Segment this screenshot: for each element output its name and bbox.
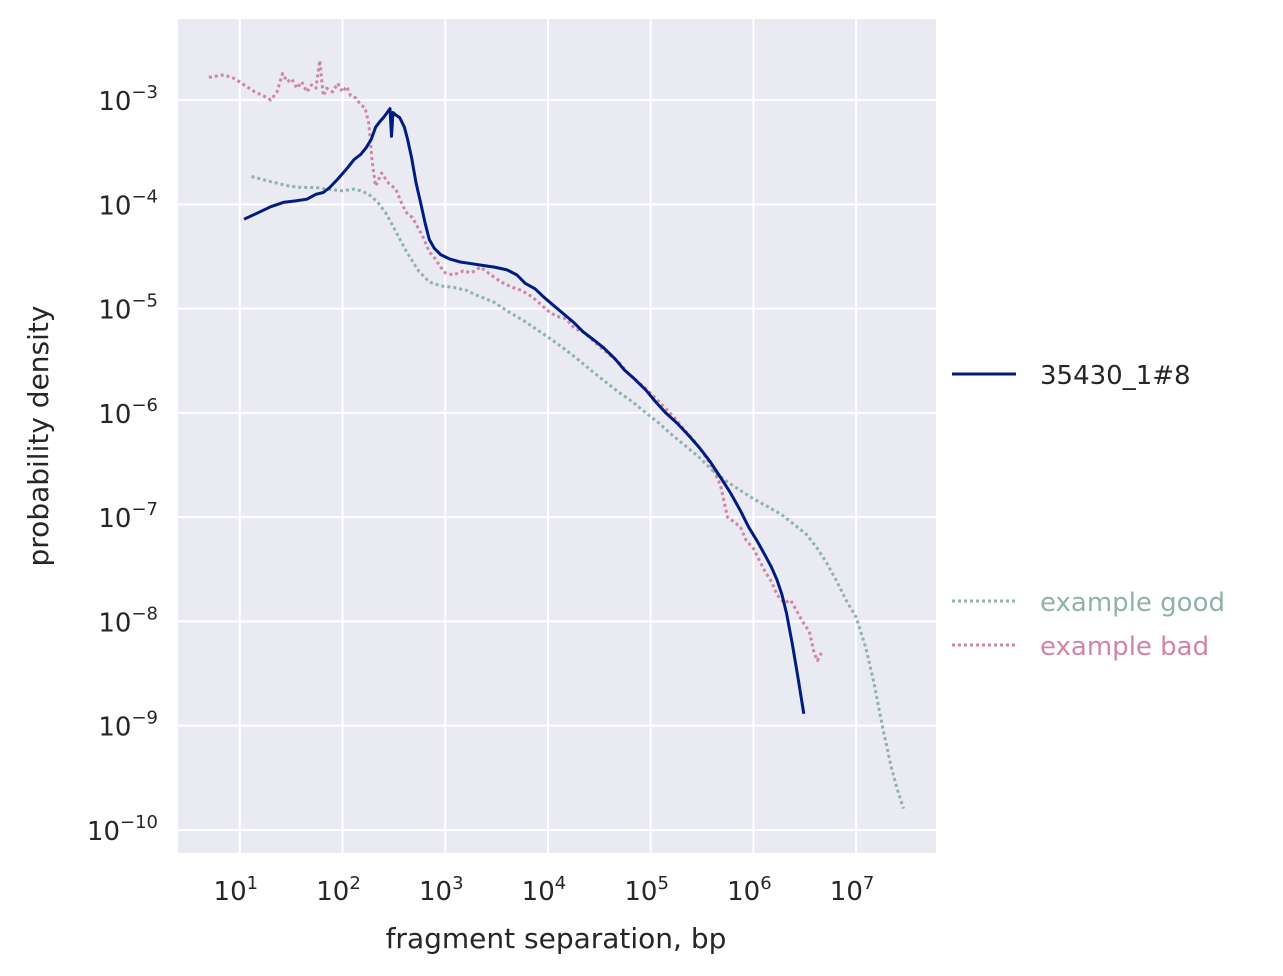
- x-tick-label: 107: [830, 873, 875, 907]
- y-tick-base: 10: [98, 504, 131, 534]
- y-tick-exponent: −10: [120, 812, 158, 833]
- y-tick-exponent: −7: [131, 499, 158, 520]
- y-tick-base: 10: [98, 191, 131, 221]
- y-grid-lines: [178, 99, 936, 831]
- x-grid-lines: [238, 19, 858, 853]
- x-tick-label: 101: [214, 873, 259, 907]
- legend-label-35430: 35430_1#8: [1040, 361, 1191, 391]
- x-tick-exponent: 4: [555, 873, 566, 894]
- x-tick-exponent: 7: [863, 873, 874, 894]
- x-tick-label: 105: [624, 873, 669, 907]
- y-tick-exponent: −6: [131, 395, 158, 416]
- y-tick-label: 10−6: [98, 395, 158, 430]
- y-tick-base: 10: [98, 608, 131, 638]
- x-tick-base: 10: [624, 877, 657, 907]
- y-tick-label: 10−10: [87, 812, 158, 847]
- x-tick-base: 10: [214, 877, 247, 907]
- x-tick-exponent: 5: [657, 873, 668, 894]
- y-tick-label: 10−9: [98, 708, 158, 743]
- x-tick-base: 10: [316, 877, 349, 907]
- x-tick-label: 103: [419, 873, 464, 907]
- x-tick-base: 10: [830, 877, 863, 907]
- y-tick-base: 10: [98, 87, 131, 117]
- legend-main: 35430_1#8: [952, 361, 1191, 391]
- y-tick-exponent: −9: [131, 708, 158, 729]
- y-tick-base: 10: [87, 817, 120, 847]
- y-tick-label: 10−7: [98, 499, 158, 534]
- y-axis-label: probability density: [22, 306, 55, 567]
- y-tick-base: 10: [98, 713, 131, 743]
- x-tick-label: 102: [316, 873, 361, 907]
- y-tick-base: 10: [98, 400, 131, 430]
- y-tick-labels: 10−310−410−510−610−710−810−910−10: [87, 82, 158, 847]
- series-layer: [208, 59, 906, 810]
- x-tick-labels: 101 102 103 104 105 106 107: [214, 873, 875, 907]
- y-tick-label: 10−5: [98, 291, 158, 326]
- y-tick-base: 10: [98, 296, 131, 326]
- series-line-example-bad: [208, 59, 823, 663]
- x-tick-base: 10: [727, 877, 760, 907]
- legend-examples: example good example bad: [952, 588, 1225, 662]
- y-tick-label: 10−8: [98, 603, 158, 638]
- x-tick-exponent: 6: [760, 873, 771, 894]
- series-line-35430-1-8: [243, 107, 806, 714]
- legend-label-example-bad: example bad: [1040, 632, 1209, 662]
- y-tick-exponent: −5: [131, 291, 158, 312]
- x-tick-label: 104: [522, 873, 567, 907]
- x-axis-label: fragment separation, bp: [386, 922, 727, 955]
- y-tick-exponent: −4: [131, 186, 158, 207]
- x-tick-label: 106: [727, 873, 772, 907]
- series-line-example-good: [251, 175, 906, 810]
- x-tick-exponent: 2: [349, 873, 360, 894]
- x-tick-base: 10: [419, 877, 452, 907]
- legend-label-example-good: example good: [1040, 588, 1225, 618]
- x-tick-exponent: 3: [452, 873, 463, 894]
- x-tick-exponent: 1: [247, 873, 258, 894]
- y-tick-exponent: −3: [131, 82, 158, 103]
- plot-area: [178, 19, 936, 853]
- x-tick-base: 10: [522, 877, 555, 907]
- y-tick-label: 10−4: [98, 186, 158, 221]
- y-tick-label: 10−3: [98, 82, 158, 117]
- y-tick-exponent: −8: [131, 603, 158, 624]
